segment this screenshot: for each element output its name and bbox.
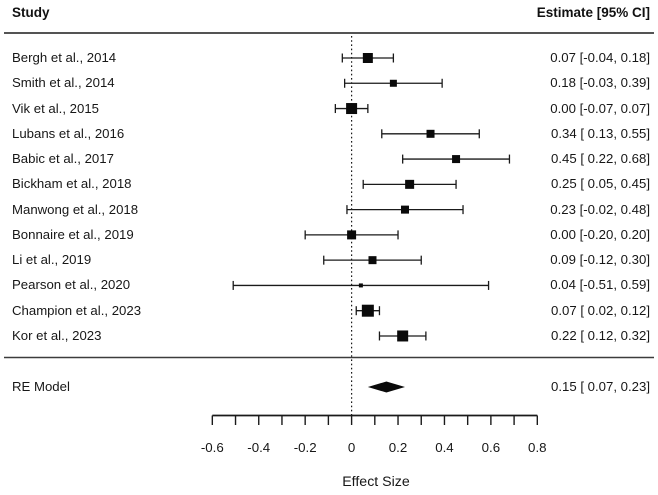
point-estimate-marker (389, 79, 397, 87)
study-label: Vik et al., 2015 (12, 100, 99, 116)
study-label: Smith et al., 2014 (12, 75, 115, 91)
x-axis-tick-label: 0.4 (435, 440, 454, 455)
study-estimate: 0.00 [-0.07, 0.07] (550, 100, 650, 116)
x-axis-tick-label: -0.4 (247, 440, 271, 455)
study-label: Bonnaire et al., 2019 (12, 226, 134, 242)
study-label: Bickham et al., 2018 (12, 176, 132, 192)
study-label: Lubans et al., 2016 (12, 125, 125, 141)
summary-estimate: 0.15 [ 0.07, 0.23] (551, 379, 650, 394)
study-estimate: 0.22 [ 0.12, 0.32] (551, 327, 650, 343)
study-label: Kor et al., 2023 (12, 327, 102, 343)
column-header-study: Study (12, 5, 50, 20)
study-estimate: 0.07 [-0.04, 0.18] (550, 50, 650, 65)
x-axis-tick-label: 0.6 (481, 440, 501, 455)
study-label: Manwong et al., 2018 (12, 201, 139, 217)
point-estimate-marker (400, 205, 409, 214)
study-estimate: 0.34 [ 0.13, 0.55] (551, 125, 650, 141)
study-estimate: 0.18 [-0.03, 0.39] (550, 75, 650, 91)
point-estimate-marker (368, 256, 377, 265)
x-axis-tick-label: 0.2 (388, 440, 408, 455)
point-estimate-marker (358, 283, 363, 288)
study-label: Li et al., 2019 (12, 252, 92, 268)
summary-label: RE Model (12, 379, 70, 394)
study-label: Pearson et al., 2020 (12, 277, 131, 293)
study-label: Champion et al., 2023 (12, 302, 142, 318)
point-estimate-marker (397, 330, 409, 342)
point-estimate-marker (405, 179, 415, 189)
point-estimate-marker (426, 129, 435, 138)
x-axis-tick-label: 0 (347, 440, 356, 455)
column-header-estimate: Estimate [95% CI] (536, 5, 650, 20)
study-label: Babic et al., 2017 (12, 151, 114, 167)
study-estimate: 0.25 [ 0.05, 0.45] (551, 176, 650, 192)
study-label: Bergh et al., 2014 (12, 50, 117, 65)
study-estimate: 0.45 [ 0.22, 0.68] (551, 151, 650, 167)
point-estimate-marker (361, 304, 374, 317)
point-estimate-marker (347, 230, 357, 240)
study-estimate: 0.00 [-0.20, 0.20] (550, 226, 650, 242)
point-estimate-marker (362, 53, 373, 63)
point-estimate-marker (346, 103, 358, 115)
study-estimate: 0.23 [-0.02, 0.48] (550, 201, 650, 217)
point-estimate-marker (452, 155, 461, 164)
study-estimate: 0.04 [-0.51, 0.59] (550, 277, 650, 293)
study-estimate: 0.09 [-0.12, 0.30] (550, 252, 650, 268)
x-axis-tick-label: -0.6 (200, 440, 224, 455)
x-axis-title: Effect Size (342, 474, 410, 490)
x-axis-tick-label: 0.8 (528, 440, 547, 455)
summary-diamond (367, 381, 405, 393)
study-estimate: 0.07 [ 0.02, 0.12] (551, 302, 650, 318)
x-axis-tick-label: -0.2 (293, 440, 317, 455)
